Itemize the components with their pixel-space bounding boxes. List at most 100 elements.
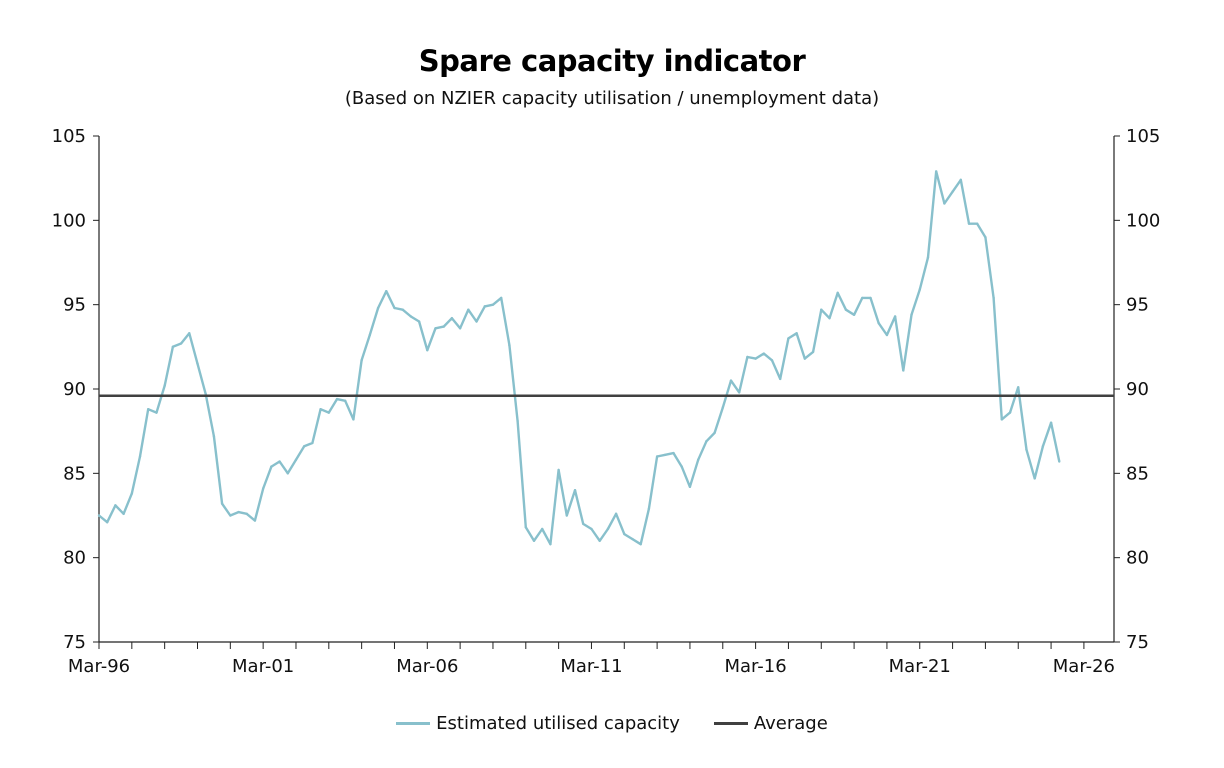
data-point [1058, 460, 1061, 463]
legend-item-utilised: Estimated utilised capacity [396, 713, 680, 734]
data-point [499, 296, 503, 300]
data-point [311, 441, 314, 445]
y-tick-label-right: 85 [1126, 463, 1149, 484]
data-point [294, 458, 298, 462]
data-point [360, 359, 363, 362]
data-point [844, 308, 848, 311]
data-point [401, 308, 404, 311]
data-point [417, 320, 421, 323]
data-point [524, 526, 527, 529]
legend-swatch [713, 722, 748, 725]
y-tick-label-right: 100 [1126, 210, 1160, 231]
data-point [598, 539, 601, 542]
data-point [163, 384, 166, 387]
data-point [754, 357, 757, 360]
chart-title: Spare capacity indicator [418, 44, 806, 78]
data-point [138, 455, 142, 458]
legend-swatch [396, 722, 431, 725]
y-tick-label-left: 95 [63, 295, 86, 316]
data-point [557, 468, 560, 472]
data-point [959, 178, 962, 182]
data-point [385, 289, 388, 293]
data-point [155, 411, 158, 414]
data-point [130, 492, 134, 495]
data-point [885, 333, 889, 337]
data-point [1008, 411, 1012, 414]
data-point [426, 349, 429, 352]
data-point [286, 472, 289, 475]
data-point [237, 510, 240, 514]
data-point [450, 316, 454, 320]
data-point [737, 391, 741, 394]
data-point [352, 418, 355, 421]
data-point [902, 369, 905, 372]
data-point [541, 527, 544, 531]
y-tick-label-left: 90 [63, 379, 86, 400]
data-point [852, 313, 856, 316]
data-point [549, 542, 552, 546]
data-point [877, 322, 880, 325]
data-point [861, 296, 864, 300]
data-point [967, 222, 971, 225]
data-point [828, 316, 831, 320]
y-tick-label-left: 105 [52, 126, 86, 147]
y-tick-label-left: 100 [52, 210, 86, 231]
data-point [770, 359, 774, 362]
chart-subtitle: (Based on NZIER capacity utilisation / u… [344, 88, 880, 109]
data-point [811, 350, 815, 354]
y-tick-label-right: 90 [1126, 379, 1149, 400]
data-point [639, 542, 642, 546]
data-point [335, 397, 339, 401]
data-point [442, 325, 445, 328]
data-point [631, 537, 634, 541]
data-point [606, 527, 610, 531]
data-point [409, 315, 413, 318]
data-point [795, 332, 798, 335]
data-point [344, 399, 347, 403]
data-point [762, 352, 766, 355]
data-point [590, 527, 593, 531]
data-point [1025, 448, 1028, 451]
data-point [688, 485, 692, 489]
data-point [614, 512, 618, 516]
data-point [623, 532, 626, 536]
data-point [926, 256, 930, 259]
data-point [97, 514, 101, 517]
data-point [655, 455, 659, 458]
legend-label: Estimated utilised capacity [436, 713, 680, 734]
y-tick-label-right: 95 [1126, 295, 1149, 316]
data-point [458, 327, 462, 330]
data-point [573, 489, 577, 492]
data-point [483, 305, 486, 308]
data-point [943, 202, 946, 205]
x-tick-label: Mar-16 [724, 656, 786, 677]
data-point [516, 419, 519, 423]
data-point [147, 408, 150, 411]
data-point [976, 222, 979, 225]
y-tick-label-left: 75 [63, 632, 86, 653]
data-point [179, 342, 183, 345]
data-point [779, 377, 782, 381]
data-point [532, 539, 536, 542]
x-tick-label: Mar-21 [889, 656, 951, 677]
data-point [278, 460, 281, 463]
x-tick-label: Mar-96 [68, 656, 130, 677]
data-point [122, 512, 125, 516]
data-point [803, 357, 807, 360]
data-point [302, 445, 306, 448]
x-tick-label: Mar-01 [232, 656, 294, 677]
data-point [787, 337, 790, 340]
data-point [253, 519, 257, 522]
data-point [270, 465, 273, 468]
y-tick-label-left: 85 [63, 463, 86, 484]
data-point [910, 313, 913, 316]
data-point [106, 521, 109, 524]
data-point [918, 288, 921, 291]
data-point [984, 236, 987, 239]
data-point [327, 411, 331, 414]
data-point [1017, 386, 1020, 389]
data-point [746, 355, 749, 359]
legend: Estimated utilised capacity Average [0, 713, 1224, 734]
data-point [393, 306, 396, 310]
